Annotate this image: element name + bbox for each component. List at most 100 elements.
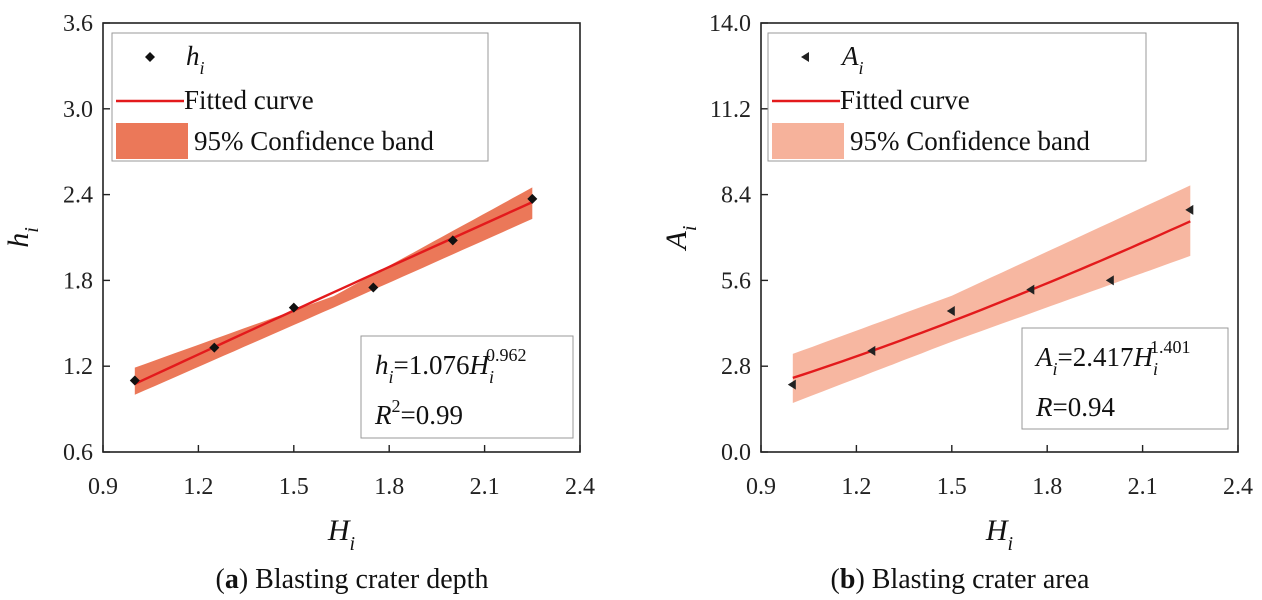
x-tick-label: 2.1 — [470, 474, 500, 500]
r-value: =0.94 — [1053, 392, 1116, 422]
x-tick-label: 1.2 — [183, 474, 213, 500]
plot-frame — [760, 22, 1239, 453]
x-axis-label-sub: i — [1008, 533, 1014, 555]
x-tick-label: 2.4 — [565, 474, 595, 500]
panel-caption: (b) Blasting crater area — [831, 564, 1090, 595]
data-point — [1026, 284, 1035, 295]
y-axis-label: hi — [2, 227, 43, 248]
y-axis-label-main: A — [660, 230, 693, 251]
plot-frame — [102, 22, 581, 453]
y-tick-label: 5.6 — [721, 268, 751, 294]
legend-points-name: h — [186, 41, 200, 71]
equation-frame — [360, 335, 574, 439]
x-axis-label-main: H — [327, 514, 352, 547]
r-value-text: R=0.94 — [1035, 392, 1115, 422]
eq-var-sub: i — [489, 367, 494, 387]
x-axis-label-main: H — [985, 514, 1010, 547]
fitted-curve — [134, 201, 533, 385]
data-point — [209, 342, 220, 353]
data-point — [946, 306, 955, 317]
data-point — [447, 235, 458, 246]
x-axis-label: Hi — [985, 514, 1013, 555]
fitted-curve — [792, 220, 1191, 380]
caption-tag: b — [840, 564, 856, 595]
caption-open: ( — [216, 564, 225, 595]
eq-lhs-sub: i — [1053, 359, 1058, 379]
r-sym: R — [1035, 392, 1053, 422]
legend-band-swatch — [116, 123, 188, 159]
data-point — [129, 375, 140, 386]
eq-coef: =2.417 — [1058, 342, 1134, 372]
x-tick-label: 0.9 — [88, 474, 118, 500]
legend-label-fit: Fitted curve — [840, 85, 970, 115]
eq-lhs: A — [1034, 342, 1053, 372]
x-tick-label: 1.2 — [841, 474, 871, 500]
data-point — [527, 193, 538, 204]
data-point — [1105, 275, 1114, 286]
y-tick-label: 1.8 — [63, 268, 93, 294]
legend: hi Fitted curve 95% Confidence band — [111, 32, 489, 162]
eq-var: H — [1133, 342, 1155, 372]
legend: Ai Fitted curve 95% Confidence band — [767, 32, 1147, 162]
x-tick-label: 1.8 — [374, 474, 404, 500]
equation-text: hi=1.076Hi0.962 — [375, 345, 527, 387]
caption-tag: a — [225, 564, 239, 595]
chart-panel-a: 0.9 1.2 1.5 1.8 2.1 2.40.61.21.82.43.03.6Hihi… — [2, 11, 595, 595]
y-tick-label: 3.6 — [63, 11, 93, 37]
eq-var: H — [469, 350, 491, 380]
y-tick-label: 0.0 — [721, 440, 751, 466]
equation-text: Ai=2.417Hi1.401 — [1034, 337, 1191, 379]
r-value: =0.99 — [401, 400, 463, 430]
y-tick-label: 11.2 — [710, 97, 751, 123]
x-tick-label: 1.8 — [1032, 474, 1062, 500]
legend-points-name: A — [840, 41, 859, 71]
equation-frame — [1021, 327, 1229, 430]
y-tick-label: 14.0 — [709, 11, 751, 37]
x-tick-label: 0.9 — [746, 474, 776, 500]
data-point — [368, 282, 379, 293]
eq-lhs-sub: i — [389, 367, 394, 387]
legend-points-sub: i — [859, 58, 864, 78]
eq-exp: 0.962 — [486, 345, 527, 365]
x-tick-label: 2.1 — [1128, 474, 1158, 500]
eq-lhs: h — [375, 350, 389, 380]
data-point — [288, 302, 299, 313]
confidence-band — [792, 185, 1191, 403]
legend-label-points: hi — [186, 41, 205, 78]
chart-panel-b: 0.9 1.2 1.5 1.8 2.1 2.4 0.0 2.8 5.6 8.4 11.2 14.0 Hi… — [660, 11, 1253, 595]
y-axis-label: Ai — [660, 226, 701, 252]
caption-title: ) Blasting crater depth — [239, 564, 489, 595]
x-tick-label: 2.4 — [1223, 474, 1253, 500]
data-point — [1185, 204, 1194, 215]
y-axis-label-main: h — [2, 233, 35, 248]
eq-var-sub: i — [1153, 359, 1158, 379]
eq-exp: 1.401 — [1150, 337, 1191, 357]
legend-label-band: 95% Confidence band — [194, 126, 434, 156]
x-tick-label: 1.5 — [937, 474, 967, 500]
y-axis-label-sub: i — [679, 226, 701, 232]
x-axis-label: Hi — [327, 514, 355, 555]
panel-caption: (a) Blasting crater depth — [216, 564, 489, 595]
x-tick-label: 1.5 — [279, 474, 309, 500]
eq-coef: =1.076 — [394, 350, 470, 380]
legend-marker — [801, 52, 809, 62]
y-axis-label-sub: i — [21, 227, 43, 233]
caption-title: ) Blasting crater area — [855, 564, 1090, 595]
y-axis-label-group: hi — [2, 227, 43, 248]
data-point — [787, 379, 796, 390]
y-axis-label-group: Ai — [660, 226, 701, 252]
confidence-band — [134, 187, 533, 395]
r-sym: R — [374, 400, 392, 430]
y-tick-label: 8.4 — [721, 183, 751, 209]
r-value-text: R2=0.99 — [374, 396, 463, 430]
legend-label-fit: Fitted curve — [184, 85, 314, 115]
y-tick-label: 1.2 — [63, 354, 93, 380]
r-sup: 2 — [392, 396, 401, 416]
y-tick-label: 2.4 — [63, 183, 93, 209]
caption-open: ( — [831, 564, 840, 595]
legend-points-sub: i — [200, 58, 205, 78]
legend-label-points: Ai — [840, 41, 864, 78]
